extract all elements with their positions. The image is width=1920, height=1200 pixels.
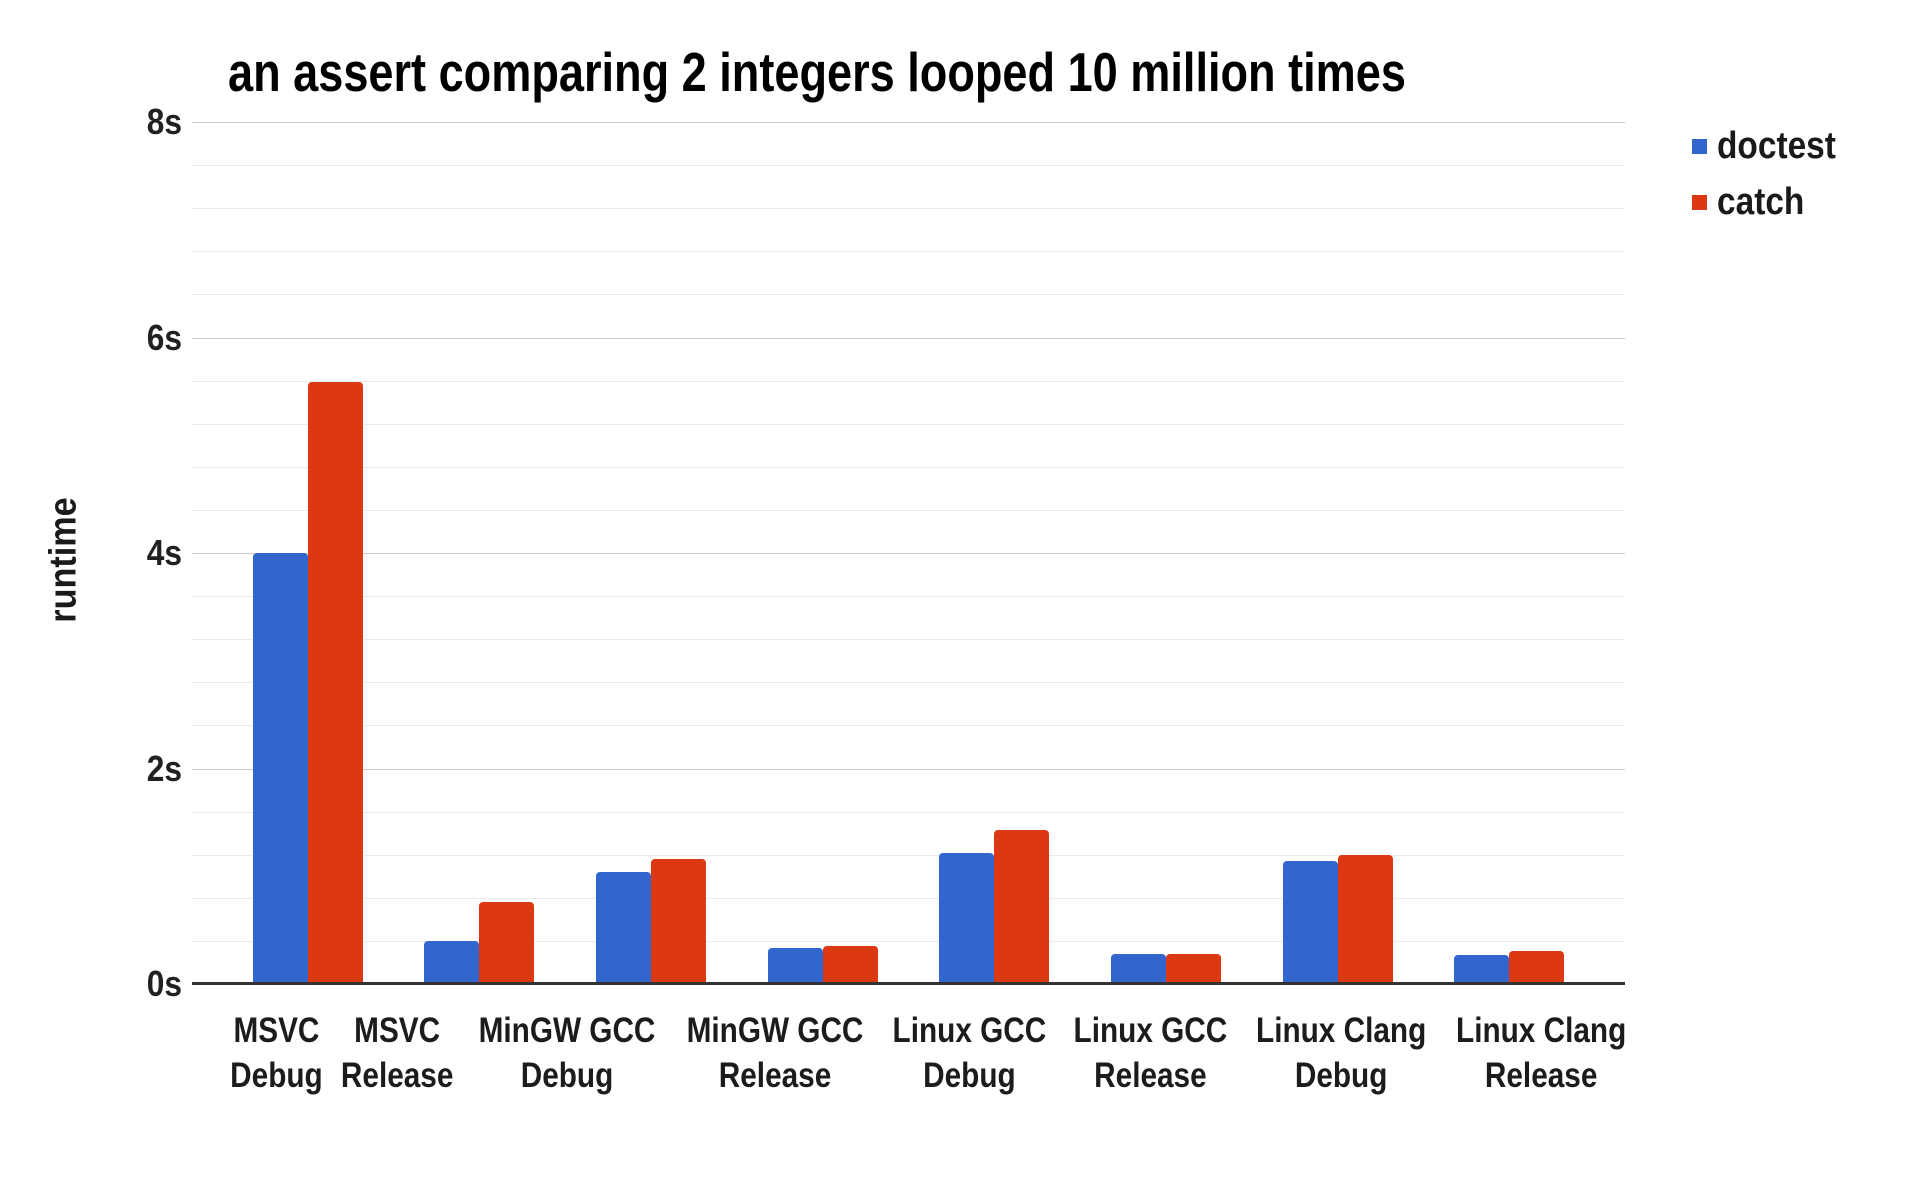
bar-group-linux-clang-release bbox=[1423, 122, 1595, 984]
minor-gridline bbox=[192, 466, 1625, 468]
major-gridline bbox=[192, 122, 1625, 123]
y-tick-2s: 2s bbox=[146, 747, 182, 789]
x-axis-labels: MSVC Debug MSVC Release MinGW GCC Debug MinGW … bbox=[192, 1008, 1627, 1098]
bar-catch-linux-clang-debug bbox=[1337, 854, 1393, 984]
x-axis-baseline bbox=[192, 982, 1625, 985]
y-tick-8s: 8s bbox=[146, 101, 182, 142]
legend-item-doctest: doctest bbox=[1692, 126, 1852, 166]
bar-doctest-linux-clang-debug bbox=[1282, 861, 1338, 984]
plot-area bbox=[192, 122, 1625, 984]
minor-gridline bbox=[192, 165, 1625, 167]
bar-doctest-mingw-gcc-debug bbox=[596, 871, 652, 984]
bar-catch-msvc-debug bbox=[307, 381, 363, 984]
major-gridline bbox=[192, 337, 1625, 339]
minor-gridline bbox=[192, 509, 1625, 511]
x-label-linux-clang-release: Linux Clang Release bbox=[1456, 1011, 1627, 1095]
bar-catch-mingw-gcc-release bbox=[822, 946, 878, 984]
legend-swatch-catch bbox=[1692, 194, 1707, 210]
y-tick-4s: 4s bbox=[146, 532, 182, 573]
x-label-linux-clang-debug: Linux Clang Debug bbox=[1255, 1011, 1427, 1095]
legend-label-doctest: doctest bbox=[1717, 125, 1836, 167]
x-label-linux-gcc-release: Linux GCC Release bbox=[1073, 1011, 1228, 1095]
bar-catch-mingw-gcc-debug bbox=[651, 859, 707, 984]
bar-group-linux-clang-debug bbox=[1252, 122, 1424, 984]
bar-group-mingw-gcc-debug bbox=[565, 122, 737, 984]
bar-group-msvc-debug bbox=[222, 122, 394, 984]
bar-group-linux-gcc-debug bbox=[909, 122, 1081, 984]
bar-doctest-msvc-debug bbox=[252, 553, 308, 984]
minor-gridline bbox=[192, 294, 1625, 296]
minor-gridline bbox=[192, 682, 1625, 684]
chart-title: an assert comparing 2 integers looped 10… bbox=[228, 41, 1406, 103]
x-label-mingw-gcc-debug: MinGW GCC Debug bbox=[478, 1011, 656, 1095]
minor-gridline bbox=[192, 208, 1625, 210]
bar-catch-linux-gcc-release bbox=[1165, 953, 1221, 984]
minor-gridline bbox=[192, 725, 1625, 727]
minor-gridline bbox=[192, 423, 1625, 425]
bar-group-mingw-gcc-release bbox=[737, 122, 909, 984]
x-label-linux-gcc-debug: Linux GCC Debug bbox=[892, 1011, 1047, 1095]
legend: doctest catch bbox=[1692, 126, 1852, 222]
minor-gridline bbox=[192, 380, 1625, 382]
major-gridline bbox=[192, 553, 1625, 554]
minor-gridline bbox=[192, 854, 1625, 856]
x-label-msvc-release: MSVC Release bbox=[340, 1011, 454, 1095]
bar-group-linux-gcc-release bbox=[1080, 122, 1252, 984]
bar-catch-linux-clang-release bbox=[1509, 950, 1565, 984]
legend-swatch-doctest bbox=[1692, 138, 1707, 154]
bar-doctest-linux-gcc-release bbox=[1110, 953, 1166, 984]
minor-gridline bbox=[192, 251, 1625, 253]
bar-catch-linux-gcc-debug bbox=[994, 829, 1050, 984]
y-tick-0s: 0s bbox=[146, 963, 182, 1004]
bar-catch-msvc-release bbox=[479, 902, 535, 984]
minor-gridline bbox=[192, 639, 1625, 641]
major-gridline bbox=[192, 768, 1625, 770]
legend-label-catch: catch bbox=[1717, 181, 1805, 223]
bar-doctest-linux-gcc-debug bbox=[939, 852, 995, 984]
bar-groups bbox=[192, 122, 1625, 984]
minor-gridline bbox=[192, 596, 1625, 598]
minor-gridline bbox=[192, 940, 1625, 942]
x-label-msvc-debug: MSVC Debug bbox=[230, 1011, 323, 1095]
bar-doctest-mingw-gcc-release bbox=[767, 948, 823, 984]
x-label-mingw-gcc-release: MinGW GCC Release bbox=[686, 1011, 864, 1095]
minor-gridline bbox=[192, 811, 1625, 813]
minor-gridline bbox=[192, 897, 1625, 899]
bar-doctest-msvc-release bbox=[424, 940, 480, 984]
legend-item-catch: catch bbox=[1692, 182, 1852, 222]
y-tick-6s: 6s bbox=[146, 316, 182, 358]
bar-group-msvc-release bbox=[394, 122, 566, 984]
bar-doctest-linux-clang-release bbox=[1454, 954, 1510, 984]
